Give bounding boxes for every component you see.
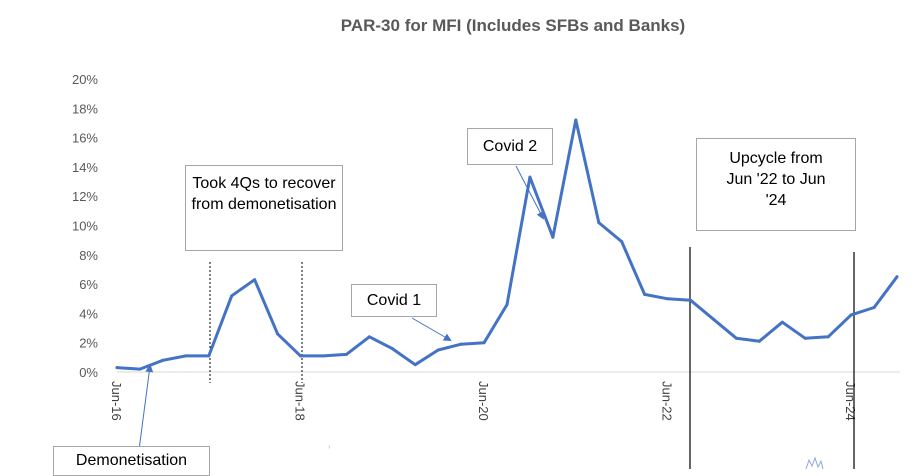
x-tick-label: Jun-16 [109, 381, 124, 421]
annotation-demonetisation: Demonetisation [53, 446, 210, 476]
data-point [643, 292, 647, 296]
y-axis: 0% 2% 4% 6% 8% 10% 12% 14% 16% 18% 20% [72, 72, 98, 380]
data-point [780, 320, 784, 324]
data-point [390, 347, 394, 351]
x-tick-label: Jun-18 [293, 381, 308, 421]
data-point [321, 354, 325, 358]
data-point [551, 235, 555, 239]
x-axis: Jun-16 Jun-18 Jun-20 Jun-22 Jun-24 [109, 381, 858, 421]
data-point [574, 118, 578, 122]
data-point [482, 341, 486, 345]
covid1-arrow [411, 317, 452, 342]
y-tick-label: 16% [72, 131, 98, 146]
data-point [528, 175, 532, 179]
data-point [757, 339, 761, 343]
data-point [849, 313, 853, 317]
data-point [872, 306, 876, 310]
data-point [803, 336, 807, 340]
y-tick-label: 2% [79, 336, 98, 351]
x-tick-label: Jun-24 [843, 381, 858, 421]
data-point [184, 354, 188, 358]
data-point [436, 348, 440, 352]
y-tick-label: 20% [72, 72, 98, 87]
data-point [620, 240, 624, 244]
annotation-took-4qs: Took 4Qs to recover from demonetisation [185, 165, 343, 251]
y-tick-label: 14% [72, 160, 98, 175]
demonetisation-arrow [138, 364, 154, 451]
data-point [230, 294, 234, 298]
annotation-covid-2: Covid 2 [467, 128, 553, 165]
y-tick-label: 8% [79, 248, 98, 263]
y-tick-label: 4% [79, 306, 98, 321]
annotation-covid-1: Covid 1 [351, 284, 437, 317]
data-point [666, 297, 670, 301]
covid2-arrow [515, 165, 544, 220]
y-tick-label: 0% [79, 365, 98, 380]
data-point [367, 335, 371, 339]
data-point [711, 317, 715, 321]
data-point [597, 221, 601, 225]
data-point [161, 358, 165, 362]
y-tick-label: 10% [72, 219, 98, 234]
chart-title: PAR-30 for MFI (Includes SFBs and Banks) [341, 16, 685, 35]
data-point [115, 366, 119, 370]
data-point [459, 342, 463, 346]
annotation-upcycle: Upcycle from Jun '22 to Jun '24 [696, 138, 856, 231]
background-sparkline [805, 456, 824, 469]
x-tick-label: Jun-22 [660, 381, 675, 421]
y-tick-label: 6% [79, 277, 98, 292]
data-point [734, 336, 738, 340]
data-point [826, 335, 830, 339]
data-point [138, 367, 142, 371]
data-point [276, 332, 280, 336]
data-point [413, 363, 417, 367]
x-tick-label: Jun-20 [476, 381, 491, 421]
data-point [253, 278, 257, 282]
data-point [344, 352, 348, 356]
background-mark: › [328, 442, 331, 451]
data-point [207, 354, 211, 358]
data-point [689, 298, 693, 302]
data-point [895, 275, 899, 279]
y-tick-label: 12% [72, 189, 98, 204]
data-point [505, 303, 509, 307]
y-tick-label: 18% [72, 101, 98, 116]
data-point [299, 354, 303, 358]
